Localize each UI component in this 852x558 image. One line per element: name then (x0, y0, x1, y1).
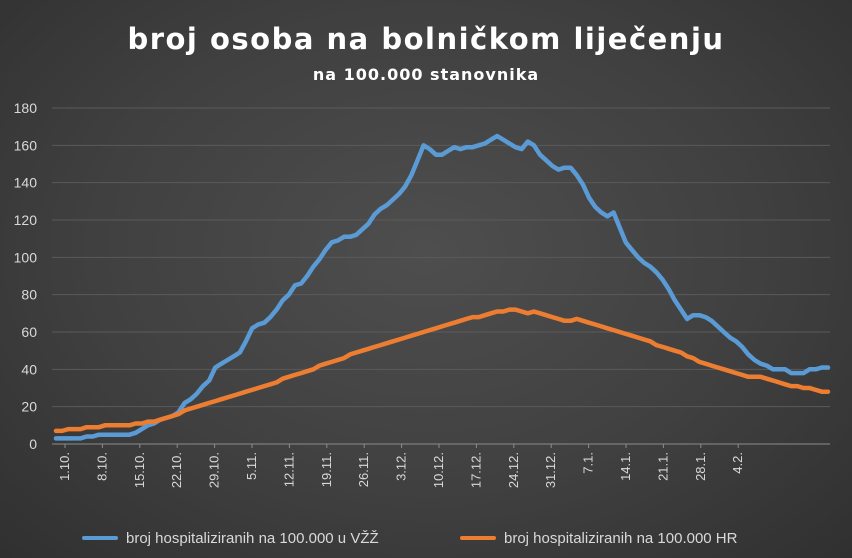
x-tick-label: 24.12. (506, 452, 521, 488)
x-tick-label: 28.1. (693, 452, 708, 481)
x-tick-label: 10.12. (431, 452, 446, 488)
x-tick-label: 12.11. (281, 452, 296, 487)
chart-subtitle: na 100.000 stanovnika (312, 65, 540, 84)
legend-swatch-vzz (82, 536, 118, 540)
series-line-hr (53, 307, 831, 434)
x-tick-label: 4.2. (730, 452, 745, 474)
y-tick-label: 60 (21, 324, 37, 340)
x-tick-label: 5.11. (244, 452, 259, 480)
y-tick-label: 20 (21, 399, 37, 415)
legend-label-hr: broj hospitaliziranih na 100.000 HR (504, 529, 738, 547)
x-tick-label: 17.12. (468, 452, 483, 488)
x-tick-label: 21.1. (655, 452, 670, 481)
chart-title: broj osoba na bolničkom liječenju (127, 22, 725, 56)
legend-label-vzz: broj hospitaliziranih na 100.000 u VŽŽ (126, 529, 379, 547)
y-tick-label: 80 (21, 287, 37, 303)
x-tick-label: 19.11. (319, 452, 334, 487)
legend-item-vzz: broj hospitaliziranih na 100.000 u VŽŽ (82, 527, 379, 549)
x-tick-label: 14.1. (618, 452, 633, 481)
y-tick-label: 100 (14, 249, 38, 265)
legend: broj hospitaliziranih na 100.000 u VŽŽ b… (0, 527, 852, 549)
x-tick-label: 8.10. (94, 452, 109, 481)
y-tick-label: 120 (14, 212, 38, 228)
x-tick-label: 26.11. (356, 452, 371, 487)
x-tick-label: 7.1. (581, 452, 596, 474)
x-tick-label: 3.12. (394, 452, 409, 481)
x-tick-label: 15.10. (132, 452, 147, 488)
y-tick-label: 140 (14, 175, 38, 191)
x-tick-label: 29.10. (207, 452, 222, 488)
x-tick-label: 1.10. (57, 452, 72, 481)
legend-item-hr: broj hospitaliziranih na 100.000 HR (460, 527, 737, 549)
y-tick-label: 180 (14, 100, 38, 116)
x-tick-label: 31.12. (543, 452, 558, 488)
y-tick-label: 160 (14, 137, 38, 153)
x-tick-label: 22.10. (169, 452, 184, 488)
legend-swatch-hr (460, 536, 496, 540)
y-tick-label: 0 (29, 436, 37, 452)
series-line-vzz (53, 133, 831, 441)
y-tick-label: 40 (21, 361, 37, 377)
